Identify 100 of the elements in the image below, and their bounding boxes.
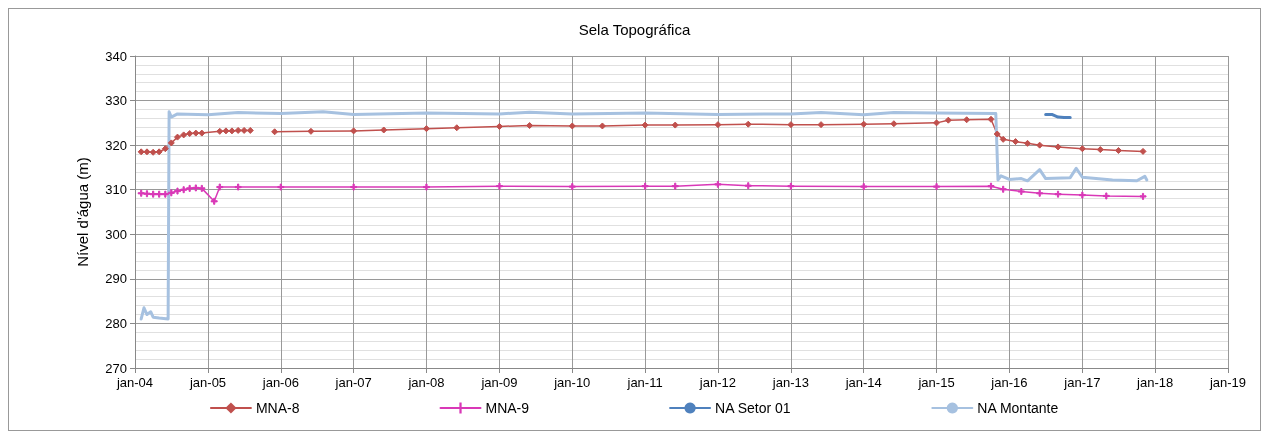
point	[1036, 141, 1044, 149]
point	[568, 122, 576, 130]
point	[167, 189, 175, 197]
x-tick-label: jan-15	[917, 375, 955, 390]
point	[641, 182, 649, 190]
point	[987, 115, 995, 123]
point	[307, 127, 315, 135]
point	[155, 190, 163, 198]
y-tick-label: 300	[105, 226, 127, 242]
point	[1024, 139, 1032, 147]
x-tick-label: jan-18	[1136, 375, 1174, 390]
point	[422, 125, 430, 133]
x-tick-label: jan-04	[115, 375, 154, 390]
point	[744, 182, 752, 190]
point	[143, 148, 151, 156]
point	[277, 183, 285, 191]
point	[999, 185, 1007, 193]
legend-label: NA Setor 01	[715, 400, 791, 416]
x-tick-label: jan-14	[844, 375, 882, 390]
point	[933, 183, 941, 191]
y-tick-label: 280	[105, 315, 127, 331]
point	[192, 129, 200, 137]
point	[1054, 190, 1062, 198]
point	[216, 183, 224, 191]
chart-title: Sela Topográfica	[578, 21, 691, 38]
y-tick-label: 270	[105, 360, 127, 376]
point	[817, 121, 825, 129]
point	[180, 131, 188, 139]
point	[993, 130, 1001, 138]
point	[186, 130, 194, 138]
x-tick-label: jan-16	[990, 375, 1028, 390]
point	[149, 148, 157, 156]
x-tick-label: jan-11	[626, 375, 663, 390]
point	[1102, 192, 1110, 200]
point	[173, 133, 181, 141]
legend-label: NA Montante	[977, 400, 1059, 416]
point	[890, 120, 898, 128]
point	[495, 122, 503, 130]
point	[350, 127, 358, 135]
x-tick-label: jan-06	[261, 375, 299, 390]
point	[568, 183, 576, 191]
point	[744, 120, 752, 128]
point	[641, 121, 649, 129]
point	[350, 183, 358, 191]
y-tick-label: 310	[105, 182, 127, 198]
point	[240, 126, 248, 134]
point	[526, 122, 534, 130]
point	[1096, 146, 1104, 154]
point	[161, 190, 169, 198]
point	[422, 183, 430, 191]
x-tick-label: jan-10	[553, 375, 591, 390]
y-tick-label: 290	[105, 271, 127, 287]
y-tick-label: 340	[105, 48, 127, 64]
point	[192, 184, 200, 192]
point	[495, 182, 503, 190]
point	[714, 180, 722, 188]
x-tick-label: jan-05	[188, 375, 227, 390]
point	[186, 184, 194, 192]
line-series	[139, 110, 1149, 321]
point	[671, 121, 679, 129]
point	[143, 190, 151, 198]
point	[1036, 189, 1044, 197]
point	[1017, 188, 1025, 195]
point	[1078, 145, 1086, 153]
point	[787, 121, 795, 129]
point	[271, 128, 279, 136]
point	[860, 183, 868, 191]
point	[963, 116, 971, 124]
point	[198, 129, 206, 137]
point	[137, 148, 145, 156]
y-tick-label: 330	[105, 93, 127, 109]
point	[180, 186, 188, 194]
point	[216, 127, 224, 135]
point	[137, 189, 145, 197]
point	[1139, 147, 1147, 155]
x-tick-label: jan-13	[771, 375, 809, 390]
point	[987, 182, 995, 190]
point	[173, 187, 181, 195]
point	[1054, 143, 1062, 151]
y-axis-title: Nível d'água (m)	[74, 157, 91, 267]
point	[787, 182, 795, 190]
point	[228, 127, 236, 135]
point	[714, 121, 722, 129]
point	[944, 116, 952, 124]
point	[933, 119, 941, 127]
point	[1139, 192, 1147, 200]
x-tick-label: jan-17	[1063, 375, 1101, 390]
x-tick-label: jan-08	[407, 375, 445, 390]
x-tick-label: jan-07	[334, 375, 372, 390]
point	[671, 182, 679, 190]
point	[380, 126, 388, 134]
point	[222, 127, 230, 135]
point	[234, 126, 242, 134]
point	[598, 122, 606, 130]
point	[234, 183, 242, 191]
point	[246, 126, 254, 134]
point	[453, 124, 461, 132]
y-tick-label: 320	[105, 137, 127, 153]
x-tick-label: jan-19	[1208, 375, 1247, 390]
point	[860, 120, 868, 128]
